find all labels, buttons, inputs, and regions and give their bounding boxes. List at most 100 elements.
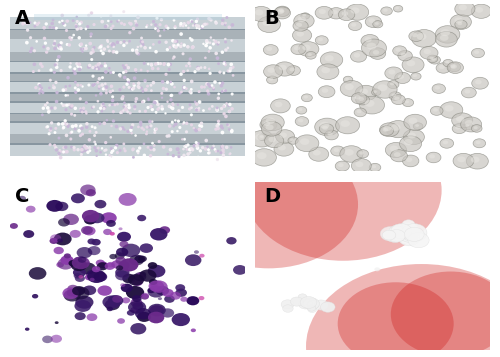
Circle shape [361,35,379,47]
Point [186,89,194,95]
Point [76,106,84,111]
Circle shape [250,6,272,21]
Point [134,14,142,20]
Circle shape [262,20,272,26]
Point [143,124,151,130]
Point [110,118,118,124]
Point [203,40,211,45]
Point [129,147,137,153]
Point [204,150,212,156]
Point [60,102,68,108]
Circle shape [71,260,87,271]
Point [78,49,86,54]
Point [55,54,63,60]
Circle shape [296,135,319,152]
Circle shape [270,99,290,113]
Circle shape [130,323,146,335]
Point [39,90,47,95]
Point [180,121,188,127]
Point [114,40,122,45]
Point [194,16,202,22]
Bar [10,143,245,156]
Circle shape [120,283,126,287]
Point [62,87,70,92]
Point [118,20,126,26]
Point [47,126,55,131]
Point [192,19,200,24]
Circle shape [475,80,482,84]
Point [51,130,59,135]
Point [184,20,192,26]
Circle shape [448,62,460,72]
Circle shape [180,297,188,302]
Circle shape [190,328,196,332]
Point [202,146,209,152]
Point [143,22,151,28]
Circle shape [300,296,317,308]
Circle shape [384,126,391,131]
Circle shape [58,258,74,270]
Point [148,66,156,71]
Point [70,145,78,150]
Circle shape [296,106,307,114]
Point [104,39,112,45]
Circle shape [88,246,101,255]
Point [103,23,111,29]
Point [188,147,196,153]
Point [218,89,226,94]
Circle shape [373,21,383,28]
Point [44,109,52,115]
Circle shape [464,123,473,130]
Point [46,77,54,83]
Circle shape [474,50,480,54]
Point [198,145,206,150]
Point [138,99,146,105]
Point [50,70,58,75]
Circle shape [345,84,354,90]
Point [164,99,172,105]
Point [155,105,163,111]
Point [214,126,222,131]
Point [210,86,218,92]
Point [188,146,196,152]
Point [198,84,206,90]
Point [131,106,139,112]
Point [68,103,76,109]
Circle shape [372,81,397,98]
Point [69,18,77,24]
Point [180,84,188,90]
Point [194,66,202,71]
Point [228,22,236,28]
Point [222,145,230,150]
Circle shape [457,156,466,162]
Circle shape [309,147,328,161]
Point [120,141,128,147]
Point [57,40,65,45]
Point [120,75,128,80]
Point [163,133,171,139]
Point [203,21,211,27]
Point [71,126,79,132]
Point [62,102,70,108]
Circle shape [415,124,419,127]
Point [153,15,161,21]
Circle shape [357,150,368,158]
Circle shape [97,262,108,270]
Point [148,140,156,146]
Point [145,124,153,130]
Point [46,127,54,133]
Circle shape [433,108,438,112]
Point [114,150,122,155]
Point [132,21,140,26]
Point [82,109,90,115]
Point [35,81,43,87]
Point [138,85,145,91]
Point [123,81,131,87]
Point [65,102,73,107]
Circle shape [148,281,164,292]
Point [198,25,206,30]
Circle shape [25,327,29,331]
Circle shape [110,232,115,236]
Point [64,92,72,98]
Circle shape [302,45,310,51]
